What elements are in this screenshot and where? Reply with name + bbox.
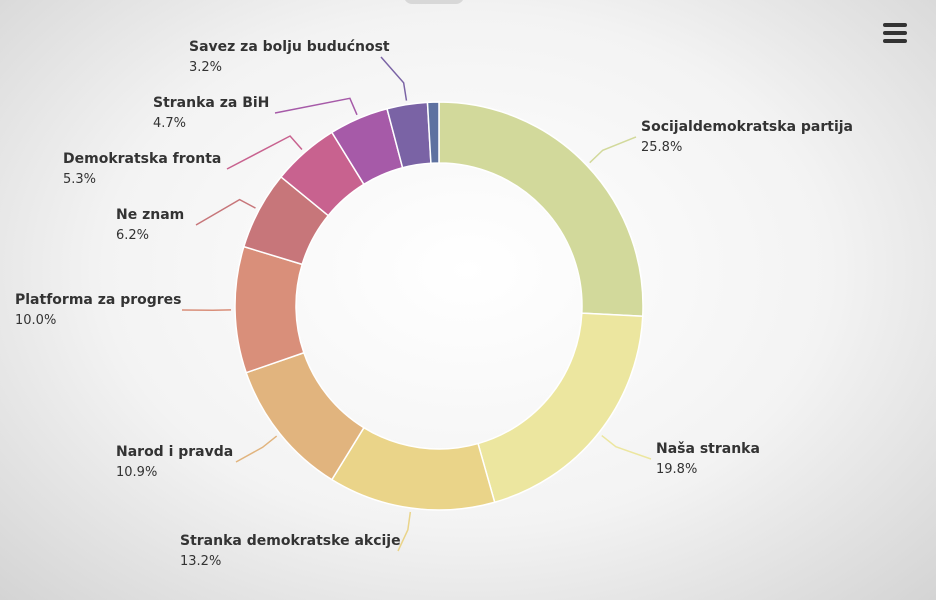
label-connector xyxy=(235,435,278,463)
slice-value-label: 19.8% xyxy=(656,462,697,477)
slices-group xyxy=(234,101,644,511)
label-connector xyxy=(601,434,652,460)
label-connector xyxy=(195,198,256,226)
slice-label: Narod i pravda xyxy=(116,444,233,460)
slice-value-label: 25.8% xyxy=(641,140,682,155)
slice-value-label: 5.3% xyxy=(63,172,96,187)
slice-label: Socijaldemokratska partija xyxy=(641,119,853,135)
label-connector xyxy=(589,136,637,164)
slice-value-label: 13.2% xyxy=(180,554,221,569)
slice-label: Ne znam xyxy=(116,207,184,223)
donut-slice[interactable] xyxy=(234,245,305,374)
slice-value-label: 6.2% xyxy=(116,228,149,243)
donut-slice[interactable] xyxy=(438,101,644,318)
slice-value-label: 4.7% xyxy=(153,116,186,131)
menu-bar xyxy=(883,23,907,27)
slice-label: Savez za bolju budućnost xyxy=(189,39,390,55)
slice-value-label: 3.2% xyxy=(189,60,222,75)
labels-group: Socijaldemokratska partija 25.8% Naša stra… xyxy=(15,39,853,569)
slice-label: Naša stranka xyxy=(656,441,760,457)
label-connector xyxy=(380,56,408,101)
top-tab xyxy=(404,0,464,4)
menu-bar xyxy=(883,39,907,43)
menu-bar xyxy=(883,31,907,35)
slice-label: Platforma za progres xyxy=(15,292,182,308)
slice-label: Stranka demokratske akcije xyxy=(180,533,401,549)
slice-value-label: 10.0% xyxy=(15,313,56,328)
slice-label: Demokratska fronta xyxy=(63,151,221,167)
label-connector xyxy=(226,135,303,170)
label-connector xyxy=(397,511,412,552)
slice-label: Stranka za BiH xyxy=(153,95,269,111)
label-connector xyxy=(274,97,358,116)
slice-value-label: 10.9% xyxy=(116,465,157,480)
hamburger-menu-icon[interactable] xyxy=(880,20,910,46)
donut-slice[interactable] xyxy=(477,312,644,504)
donut-slice[interactable] xyxy=(426,101,440,165)
